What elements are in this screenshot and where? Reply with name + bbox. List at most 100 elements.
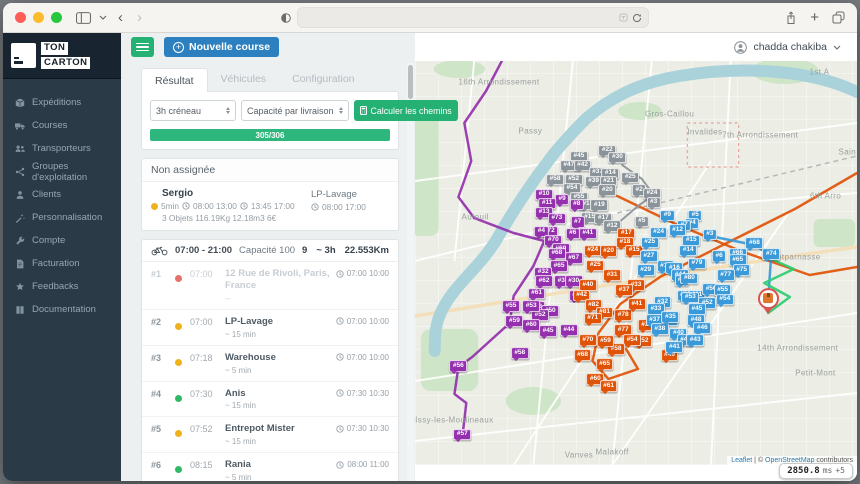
calculate-routes-button[interactable]: Calculer les chemins — [354, 100, 458, 121]
map-marker[interactable]: #59 — [597, 335, 615, 347]
tab-resultat[interactable]: Résultat — [141, 68, 208, 92]
sidebar-item-compte[interactable]: Compte — [3, 229, 121, 252]
map-marker[interactable]: #71 — [584, 313, 602, 325]
map-marker[interactable]: #61 — [600, 380, 618, 392]
map-marker[interactable]: #73 — [548, 213, 566, 225]
map-marker[interactable]: #45 — [688, 303, 706, 315]
new-course-button[interactable]: + Nouvelle course — [164, 37, 279, 57]
map-marker[interactable]: #55 — [502, 301, 520, 313]
stop-row[interactable]: #207:00LP-Lavage~ 15 min07:00 10:00 — [142, 309, 398, 345]
sidebar-item-feedbacks[interactable]: Feedbacks — [3, 275, 121, 298]
slot-select[interactable]: 3h créneau — [150, 100, 236, 121]
extension-icon[interactable] — [281, 13, 291, 23]
map-marker[interactable]: #5 — [635, 216, 649, 228]
map-marker[interactable]: #58 — [511, 347, 529, 359]
translate-icon[interactable] — [619, 13, 628, 22]
new-tab-button[interactable]: + — [810, 10, 819, 25]
sidebar-item-facturation[interactable]: Facturation — [3, 252, 121, 275]
map-marker[interactable]: #7 — [571, 217, 585, 229]
map-marker[interactable]: #25 — [621, 172, 639, 184]
map-marker[interactable]: #35 — [662, 311, 680, 323]
map-marker[interactable]: #41 — [666, 341, 684, 353]
minimize-window-button[interactable] — [33, 12, 44, 23]
sidebar-item-transporteurs[interactable]: Transporteurs — [3, 137, 121, 160]
stop-row[interactable]: #608:15Rania~ 5 min08:00 11:00 — [142, 452, 398, 481]
depot-marker[interactable] — [756, 288, 780, 314]
window-controls[interactable] — [15, 12, 62, 23]
stop-row[interactable]: #407:30Anis~ 15 min07:30 10:30 — [142, 381, 398, 417]
stop-row[interactable]: #107:0012 Rue de Rivoli, Paris, France--… — [142, 262, 398, 309]
map-marker[interactable]: #70 — [579, 334, 597, 346]
route-header[interactable]: 07:00 - 21:00 Capacité 100 9 ~ 3h 22.553… — [142, 240, 398, 262]
map-marker[interactable]: #6 — [566, 228, 580, 240]
reload-icon[interactable] — [632, 13, 642, 23]
map-marker[interactable]: #31 — [603, 269, 621, 281]
map-marker[interactable]: #41 — [628, 299, 646, 311]
tab-vehicules[interactable]: Véhicules — [208, 67, 280, 91]
user-menu[interactable]: chadda chakiba — [734, 41, 841, 54]
map-marker[interactable]: #62 — [535, 275, 553, 287]
map-marker[interactable]: #57 — [453, 429, 471, 441]
map-marker[interactable]: #20 — [598, 185, 616, 197]
map-marker[interactable]: #29 — [637, 265, 655, 277]
map-marker[interactable]: #61 — [528, 288, 546, 300]
sidebar-item-courses[interactable]: Courses — [3, 114, 121, 137]
sidebar-item-documentation[interactable]: Documentation — [3, 298, 121, 321]
map-marker[interactable]: #65 — [596, 358, 614, 370]
stop-row[interactable]: #507:52Entrepot Mister~ 15 min07:30 10:3… — [142, 416, 398, 452]
map-marker[interactable]: #46 — [693, 322, 711, 334]
map-marker[interactable]: #68 — [574, 349, 592, 361]
close-window-button[interactable] — [15, 12, 26, 23]
map-marker[interactable]: #65 — [550, 261, 568, 273]
map-marker[interactable]: #75 — [733, 265, 751, 277]
address-bar[interactable] — [297, 7, 649, 28]
zoom-window-button[interactable] — [51, 12, 62, 23]
map-marker[interactable]: #60 — [522, 320, 540, 332]
stop-row[interactable]: #307:18Warehouse~ 5 min07:00 10:00 — [142, 345, 398, 381]
back-button[interactable]: ‹ — [115, 10, 126, 25]
map-marker[interactable]: #30 — [608, 152, 626, 164]
map-marker[interactable]: #37 — [615, 284, 633, 296]
map-marker[interactable]: #3 — [703, 229, 717, 241]
map-marker[interactable]: #53 — [681, 292, 699, 304]
map-marker[interactable]: #53 — [522, 301, 540, 313]
map-marker[interactable]: #77 — [717, 269, 735, 281]
map-marker[interactable]: #45 — [539, 326, 557, 338]
leaflet-link[interactable]: Leaflet — [731, 457, 752, 464]
sidebar-item-clients[interactable]: Clients — [3, 183, 121, 206]
map-marker[interactable]: #80 — [681, 273, 699, 285]
map-marker[interactable]: #54 — [716, 294, 734, 306]
map-marker[interactable]: #43 — [686, 334, 704, 346]
map-marker[interactable]: #25 — [641, 237, 659, 249]
tab-configuration[interactable]: Configuration — [279, 67, 367, 91]
map-marker[interactable]: #58 — [546, 174, 564, 186]
tab-overview-icon[interactable] — [832, 11, 845, 24]
map-marker[interactable]: #20 — [600, 246, 618, 258]
map-canvas[interactable]: 16th ArrondissementPassyAuteuilGros-Cail… — [415, 61, 857, 465]
map-marker[interactable]: #68 — [548, 248, 566, 260]
forward-button[interactable]: › — [134, 10, 145, 25]
map-marker[interactable]: #54 — [623, 334, 641, 346]
map-marker[interactable]: #9 — [660, 210, 674, 222]
map-marker[interactable]: #8 — [570, 199, 584, 211]
map-marker[interactable]: #79 — [688, 258, 706, 270]
app-logo[interactable]: TON CARTON — [3, 33, 121, 79]
unassigned-client[interactable]: LP-Lavage 08:00 17:00 — [311, 188, 366, 223]
sidebar-item-exp-ditions[interactable]: Expéditions — [3, 91, 121, 114]
chevron-down-icon[interactable] — [99, 15, 107, 20]
map-marker[interactable]: #3 — [647, 197, 661, 209]
map-marker[interactable]: #56 — [449, 360, 467, 372]
map-marker[interactable]: #68 — [746, 238, 764, 250]
map-marker[interactable]: #9 — [555, 194, 569, 206]
sidebar-toggle-icon[interactable] — [76, 12, 91, 24]
map-marker[interactable]: #44 — [560, 324, 578, 336]
sidebar-item-groupes-d-exploitation[interactable]: Groupes d'exploitation — [3, 160, 121, 183]
map-marker[interactable]: #25 — [586, 260, 604, 272]
menu-button[interactable] — [131, 37, 154, 57]
unassigned-courier[interactable]: Sergio 5min 08:00 13:00 13:45 17:00 3 O — [151, 188, 303, 223]
capacity-select[interactable]: Capacité par livraison — [241, 100, 349, 121]
map-marker[interactable]: #6 — [712, 250, 726, 262]
map-marker[interactable]: #41 — [579, 228, 597, 240]
panel-scrollbar[interactable] — [407, 63, 414, 481]
map-marker[interactable]: #27 — [640, 250, 658, 262]
